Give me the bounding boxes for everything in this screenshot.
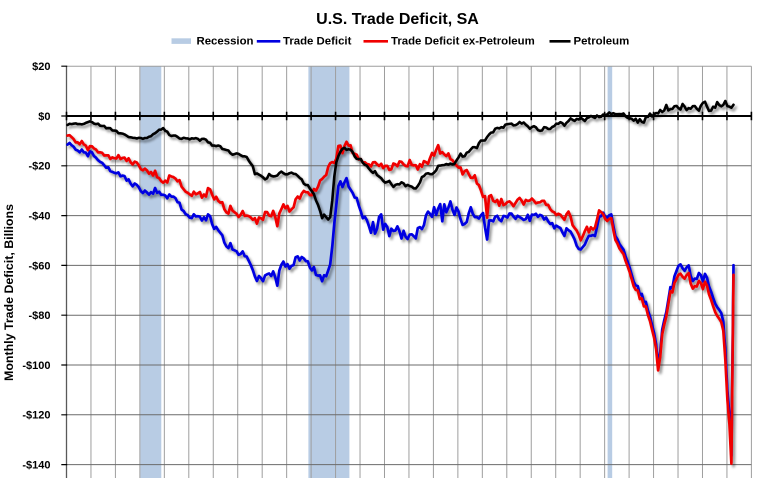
svg-text:$0: $0 xyxy=(38,111,50,123)
svg-text:Petroleum: Petroleum xyxy=(574,35,630,47)
svg-text:Trade Deficit ex-Petroleum: Trade Deficit ex-Petroleum xyxy=(391,35,535,47)
svg-text:-$20: -$20 xyxy=(28,161,50,173)
svg-text:-$80: -$80 xyxy=(28,310,50,322)
svg-text:-$120: -$120 xyxy=(22,410,50,422)
svg-text:Monthly Trade Deficit, Billion: Monthly Trade Deficit, Billions xyxy=(2,204,16,381)
svg-text:U.S. Trade Deficit, SA: U.S. Trade Deficit, SA xyxy=(316,11,479,28)
svg-text:-$40: -$40 xyxy=(28,211,50,223)
svg-text:-$140: -$140 xyxy=(22,460,50,472)
svg-text:$20: $20 xyxy=(32,61,50,73)
svg-text:-$60: -$60 xyxy=(28,260,50,272)
svg-text:Trade Deficit: Trade Deficit xyxy=(283,35,352,47)
svg-text:Recession: Recession xyxy=(197,35,254,47)
svg-text:-$100: -$100 xyxy=(22,360,50,372)
